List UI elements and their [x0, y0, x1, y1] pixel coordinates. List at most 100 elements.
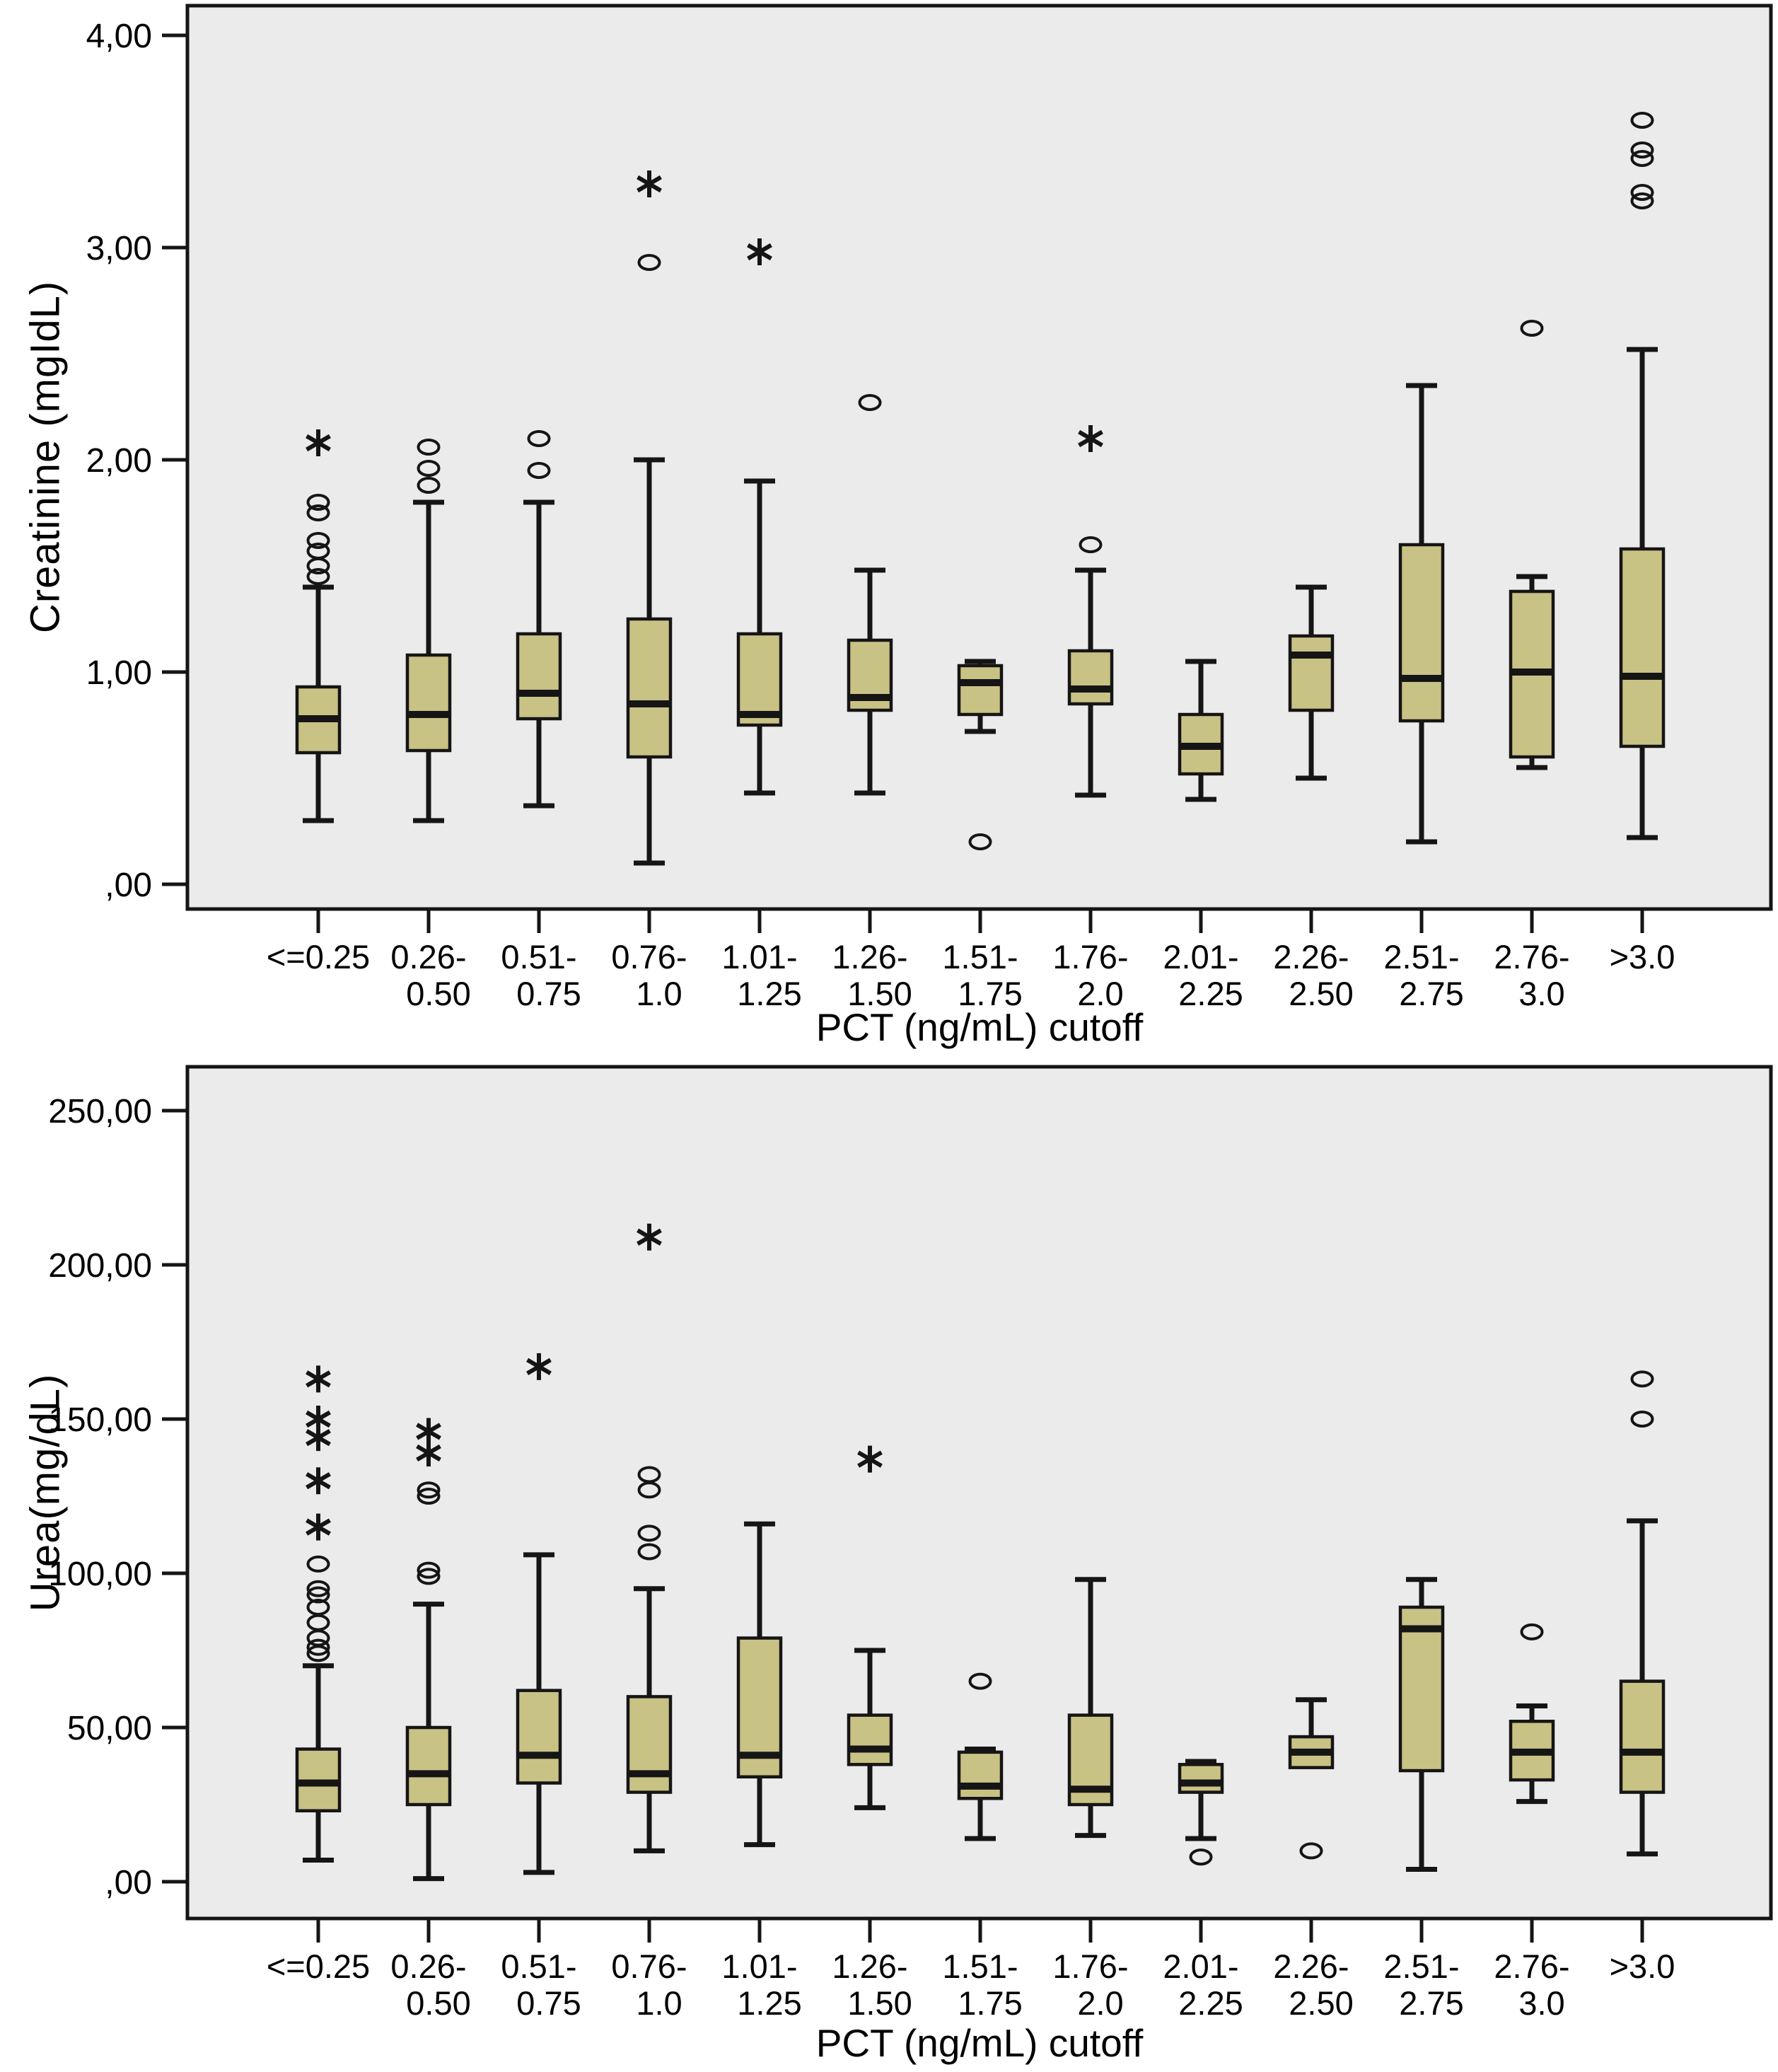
iqr-box [1398, 543, 1445, 723]
x-tick-label: 2.51- [1383, 1947, 1459, 1985]
x-tick-label: 1.0 [636, 1984, 682, 2022]
creatinine--mgidl--box-2.01-2.25 [1178, 659, 1224, 802]
creatinine--mgidl--box-2.76-3.0 [1509, 320, 1555, 770]
urea-x-axis-title: PCT (ng/mL) cutoff [815, 2021, 1144, 2065]
urea-mg-dl--box-0.26-0.50 [405, 1418, 452, 1882]
extreme-asterisk-marker [747, 238, 772, 265]
x-tick-label: 1.26- [832, 1947, 907, 1985]
x-tick-label: 2.51- [1383, 938, 1459, 976]
x-tick-label: 1.50 [847, 975, 912, 1012]
iqr-box [1288, 634, 1335, 712]
x-tick-label: 0.76- [611, 1947, 687, 1985]
creatinine-x-axis-title: PCT (ng/mL) cutoff [815, 1005, 1144, 1049]
outlier-circle-marker [637, 1524, 661, 1542]
urea-mg-dl--box-2.01-2.25 [1178, 1759, 1224, 1866]
outlier-circle-marker [417, 439, 441, 456]
x-tick-label: 0.26- [390, 938, 466, 976]
iqr-box [1067, 649, 1114, 706]
outlier-circle-marker [527, 462, 551, 479]
outlier-circle-marker [637, 1543, 661, 1561]
x-tick-label: 2.01- [1163, 1947, 1238, 1985]
creatinine--mgidl--box-1.51-1.75 [957, 659, 1004, 850]
x-tick-label: 0.75 [516, 1984, 581, 2022]
outlier-circle-marker [1079, 536, 1103, 553]
extreme-asterisk-marker [1078, 425, 1103, 452]
creatinine--mgidl--y-axis: 4,00 3,00 2,00 1,00 ,00 [86, 18, 186, 904]
urea-mg-dl--box-<=0.25 [295, 1365, 342, 1863]
x-tick-label: 0.75 [516, 975, 581, 1012]
x-tick-label: 2.76- [1494, 1947, 1569, 1985]
outlier-circle-marker [417, 477, 441, 494]
outlier-circle-marker [1189, 1848, 1213, 1866]
x-tick-label: 2.0 [1077, 975, 1123, 1012]
creatinine-boxplot-svg: 4,003,002,001,00,00<=0.25 0.26-0.500.51-0… [86, 4, 1773, 1012]
x-tick-label: 2.50 [1289, 1984, 1353, 2022]
outlier-circle-marker [306, 504, 330, 521]
iqr-box [1619, 547, 1666, 748]
urea-mg-dl--box-1.01-1.25 [736, 1521, 783, 1848]
outlier-circle-marker [637, 254, 661, 271]
x-tick-label: 1.26- [832, 938, 907, 976]
x-tick-label: 1.01- [721, 938, 797, 976]
creatinine--mgidl--box-<=0.25 [295, 429, 342, 823]
extreme-asterisk-marker [857, 1445, 883, 1473]
outlier-circle-marker [1630, 1370, 1654, 1388]
extreme-asterisk-marker [637, 1223, 662, 1251]
y-tick-label: 150,00 [48, 1401, 152, 1439]
iqr-box [1178, 1763, 1224, 1794]
x-tick-label: 1.0 [636, 975, 682, 1012]
urea-mg-dl--box-2.26-2.50 [1288, 1697, 1335, 1860]
extreme-asterisk-marker [306, 1406, 331, 1433]
x-tick-label: 0.26- [390, 1947, 466, 1985]
iqr-box [405, 1725, 452, 1807]
urea-mg-dl--box-2.51-2.75 [1398, 1577, 1445, 1873]
outlier-circle-marker [417, 1481, 441, 1499]
x-tick-label: 0.51- [501, 938, 576, 976]
extreme-asterisk-marker [306, 1513, 331, 1541]
x-tick-label: 1.76- [1052, 1947, 1128, 1985]
urea-mg-dl--box-0.51-0.75 [516, 1353, 562, 1875]
iqr-box [405, 653, 452, 753]
outlier-circle-marker [306, 494, 330, 511]
y-tick-label: 100,00 [48, 1556, 152, 1593]
creatinine--mgidl--box-1.26-1.50 [847, 394, 893, 796]
y-tick-label: 4,00 [86, 18, 152, 55]
extreme-asterisk-marker [637, 170, 662, 197]
outlier-circle-marker [306, 1586, 330, 1604]
x-tick-label: 1.76- [1052, 938, 1128, 976]
x-tick-label: >3.0 [1610, 1947, 1675, 1985]
creatinine--mgidl--box-2.26-2.50 [1288, 584, 1335, 781]
extreme-asterisk-marker [416, 1418, 441, 1445]
x-tick-label: 1.25 [737, 1984, 801, 2022]
outlier-circle-marker [1630, 112, 1654, 129]
creatinine--mgidl--box->3.0 [1619, 112, 1666, 840]
outlier-circle-marker [1520, 320, 1544, 337]
x-tick-label: 2.01- [1163, 938, 1238, 976]
outlier-circle-marker [1630, 192, 1654, 209]
y-tick-label: 50,00 [67, 1710, 152, 1747]
x-tick-label: 2.25 [1178, 1984, 1243, 2022]
x-tick-label: 2.76- [1494, 938, 1569, 976]
x-tick-label: 1.25 [737, 975, 801, 1012]
y-tick-label: 3,00 [86, 230, 152, 267]
outlier-circle-marker [527, 430, 551, 447]
x-tick-label: 0.50 [406, 1984, 470, 2022]
x-tick-label: 1.51- [942, 938, 1018, 976]
x-tick-label: 2.0 [1077, 1984, 1123, 2022]
x-tick-label: 1.75 [958, 975, 1022, 1012]
x-tick-label: 3.0 [1518, 975, 1564, 1012]
iqr-box [1398, 1605, 1445, 1773]
creatinine--mgidl--box-1.01-1.25 [736, 238, 783, 796]
outlier-circle-marker [1630, 141, 1654, 158]
outlier-circle-marker [417, 1488, 441, 1505]
y-tick-label: ,00 [105, 867, 152, 904]
outlier-circle-marker [306, 543, 330, 560]
iqr-box [957, 664, 1004, 717]
outlier-circle-marker [858, 394, 882, 411]
creatinine--mgidl--plot-area [185, 4, 1773, 911]
outlier-circle-marker [1630, 1411, 1654, 1428]
outlier-circle-marker [306, 1555, 330, 1573]
x-tick-label: 0.50 [406, 975, 470, 1012]
x-tick-label: <=0.25 [267, 1947, 370, 1985]
x-tick-label: 1.50 [847, 1984, 912, 2022]
